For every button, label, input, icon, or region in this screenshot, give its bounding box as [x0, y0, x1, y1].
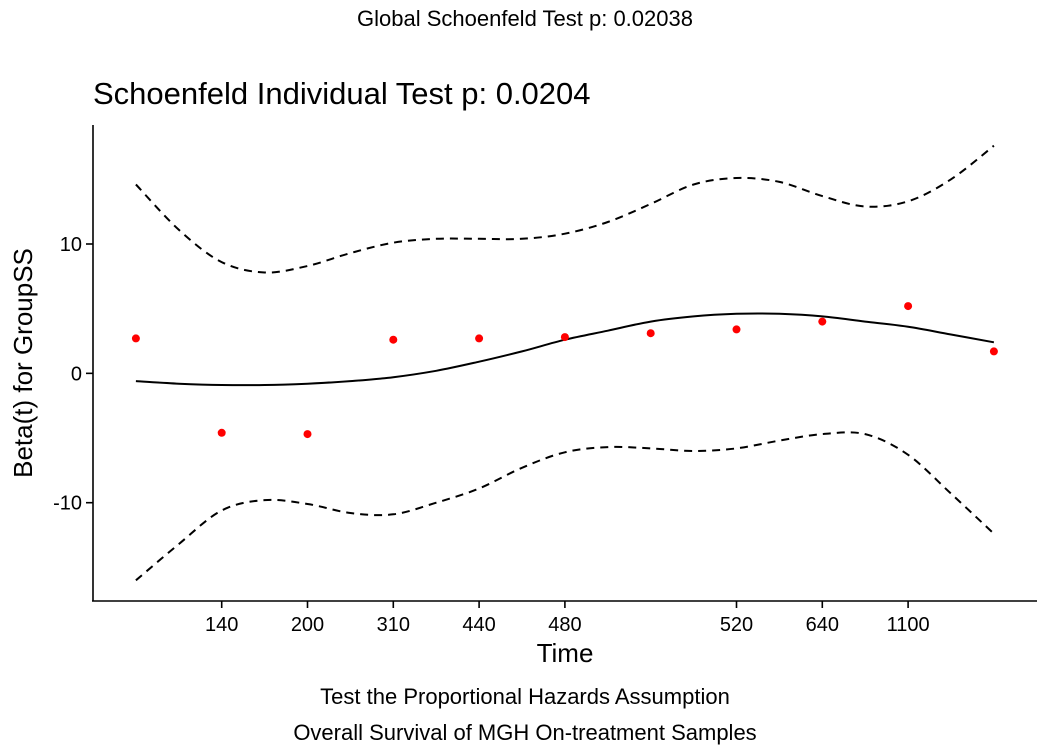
residual-point	[217, 428, 226, 437]
x-axis-title: Time	[537, 638, 594, 668]
residual-point	[475, 334, 484, 343]
y-tick-label: 0	[71, 363, 82, 385]
x-tick-label: 310	[377, 614, 410, 636]
residual-point	[989, 347, 998, 356]
curves-layer	[135, 144, 995, 582]
x-tick-label: 640	[806, 614, 839, 636]
residual-point	[389, 335, 398, 344]
residual-point	[732, 325, 741, 334]
residual-point	[646, 329, 655, 338]
residual-point	[131, 334, 140, 343]
y-tick-label: -10	[53, 493, 82, 515]
chart-title: Schoenfeld Individual Test p: 0.0204	[93, 76, 591, 111]
x-tick-label: 440	[462, 614, 495, 636]
residual-point	[818, 317, 827, 326]
lower-confidence-band	[135, 431, 995, 582]
x-tick-label: 140	[205, 614, 238, 636]
y-ticks: -10 0 10	[53, 234, 93, 515]
global-test-title: Global Schoenfeld Test p: 0.02038	[357, 6, 693, 31]
upper-confidence-band	[135, 144, 995, 274]
points-layer	[131, 302, 998, 439]
residual-point	[303, 430, 312, 439]
caption-line-1: Test the Proportional Hazards Assumption	[320, 684, 730, 709]
caption-line-2: Overall Survival of MGH On-treatment Sam…	[293, 720, 757, 745]
residual-point	[560, 333, 569, 342]
y-axis-title: Beta(t) for GroupSS	[8, 248, 38, 478]
residual-point	[904, 302, 913, 311]
y-tick-label: 10	[60, 234, 82, 256]
axes-layer	[92, 125, 1037, 602]
x-tick-label: 1100	[887, 614, 930, 636]
x-tick-label: 480	[548, 614, 581, 636]
smoothed-beta-line	[135, 312, 995, 387]
x-ticks: 140 200 310 440 480 520 640 1100	[205, 601, 930, 636]
x-tick-label: 200	[291, 614, 324, 636]
x-tick-label: 520	[720, 614, 753, 636]
